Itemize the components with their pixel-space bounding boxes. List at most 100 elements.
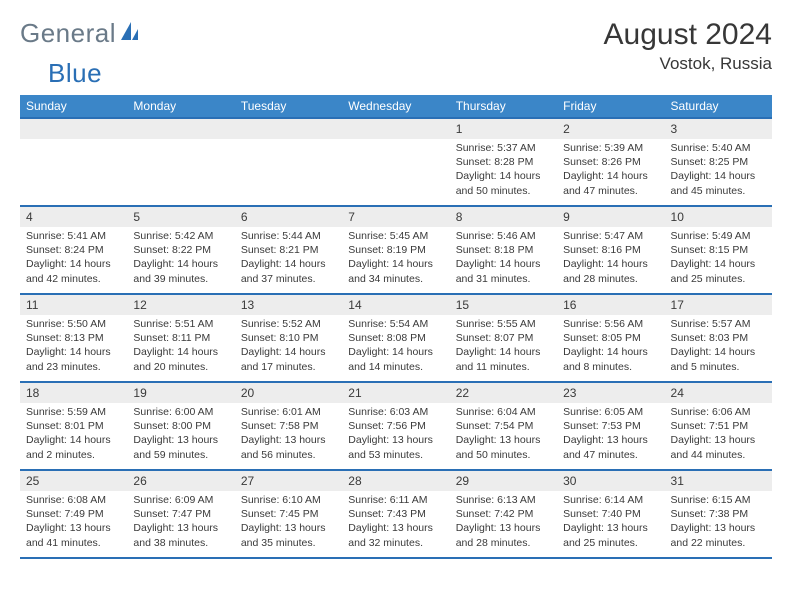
daylight-line: Daylight: 14 hours and 8 minutes. [563,345,658,373]
sunset-line: Sunset: 8:13 PM [26,331,121,345]
day-details: Sunrise: 6:05 AMSunset: 7:53 PMDaylight:… [557,403,664,466]
sunrise-line: Sunrise: 5:55 AM [456,317,551,331]
day-number: 16 [557,295,664,315]
sunset-line: Sunset: 8:16 PM [563,243,658,257]
daylight-line: Daylight: 14 hours and 50 minutes. [456,169,551,197]
calendar-table: SundayMondayTuesdayWednesdayThursdayFrid… [20,95,772,559]
daylight-line: Daylight: 14 hours and 47 minutes. [563,169,658,197]
daylight-line: Daylight: 13 hours and 28 minutes. [456,521,551,549]
sunset-line: Sunset: 8:00 PM [133,419,228,433]
sunrise-line: Sunrise: 6:05 AM [563,405,658,419]
calendar-week-row: 18Sunrise: 5:59 AMSunset: 8:01 PMDayligh… [20,382,772,470]
calendar-cell: 21Sunrise: 6:03 AMSunset: 7:56 PMDayligh… [342,382,449,470]
sunrise-line: Sunrise: 5:41 AM [26,229,121,243]
day-details: Sunrise: 5:55 AMSunset: 8:07 PMDaylight:… [450,315,557,378]
daylight-line: Daylight: 14 hours and 34 minutes. [348,257,443,285]
sunrise-line: Sunrise: 5:44 AM [241,229,336,243]
calendar-cell: 23Sunrise: 6:05 AMSunset: 7:53 PMDayligh… [557,382,664,470]
sunrise-line: Sunrise: 5:56 AM [563,317,658,331]
calendar-cell: 17Sunrise: 5:57 AMSunset: 8:03 PMDayligh… [665,294,772,382]
daylight-line: Daylight: 14 hours and 2 minutes. [26,433,121,461]
sunset-line: Sunset: 8:26 PM [563,155,658,169]
day-details: Sunrise: 6:10 AMSunset: 7:45 PMDaylight:… [235,491,342,554]
calendar-cell: 4Sunrise: 5:41 AMSunset: 8:24 PMDaylight… [20,206,127,294]
calendar-week-row: 1Sunrise: 5:37 AMSunset: 8:28 PMDaylight… [20,118,772,206]
sunrise-line: Sunrise: 6:08 AM [26,493,121,507]
location-label: Vostok, Russia [604,54,772,74]
sunrise-line: Sunrise: 5:50 AM [26,317,121,331]
day-details: Sunrise: 6:09 AMSunset: 7:47 PMDaylight:… [127,491,234,554]
brand-text-1: General [20,18,116,49]
daylight-line: Daylight: 13 hours and 44 minutes. [671,433,766,461]
daylight-line: Daylight: 14 hours and 20 minutes. [133,345,228,373]
day-number: 8 [450,207,557,227]
daylight-line: Daylight: 14 hours and 45 minutes. [671,169,766,197]
sunset-line: Sunset: 8:10 PM [241,331,336,345]
sunrise-line: Sunrise: 6:03 AM [348,405,443,419]
day-details: Sunrise: 5:56 AMSunset: 8:05 PMDaylight:… [557,315,664,378]
sunset-line: Sunset: 7:53 PM [563,419,658,433]
day-number: 30 [557,471,664,491]
weekday-header: Monday [127,95,234,118]
daylight-line: Daylight: 13 hours and 25 minutes. [563,521,658,549]
sunset-line: Sunset: 7:43 PM [348,507,443,521]
sunrise-line: Sunrise: 5:51 AM [133,317,228,331]
calendar-cell: 26Sunrise: 6:09 AMSunset: 7:47 PMDayligh… [127,470,234,558]
calendar-cell: 28Sunrise: 6:11 AMSunset: 7:43 PMDayligh… [342,470,449,558]
sunset-line: Sunset: 7:38 PM [671,507,766,521]
sunset-line: Sunset: 7:58 PM [241,419,336,433]
calendar-cell: 11Sunrise: 5:50 AMSunset: 8:13 PMDayligh… [20,294,127,382]
calendar-cell: 20Sunrise: 6:01 AMSunset: 7:58 PMDayligh… [235,382,342,470]
day-number: 13 [235,295,342,315]
day-details: Sunrise: 6:04 AMSunset: 7:54 PMDaylight:… [450,403,557,466]
calendar-cell: 18Sunrise: 5:59 AMSunset: 8:01 PMDayligh… [20,382,127,470]
day-number: 14 [342,295,449,315]
calendar-cell [342,118,449,206]
sunrise-line: Sunrise: 5:40 AM [671,141,766,155]
day-number: 12 [127,295,234,315]
calendar-cell: 25Sunrise: 6:08 AMSunset: 7:49 PMDayligh… [20,470,127,558]
daylight-line: Daylight: 14 hours and 25 minutes. [671,257,766,285]
sunrise-line: Sunrise: 5:39 AM [563,141,658,155]
weekday-header: Saturday [665,95,772,118]
day-number: 19 [127,383,234,403]
day-details: Sunrise: 5:49 AMSunset: 8:15 PMDaylight:… [665,227,772,290]
calendar-head: SundayMondayTuesdayWednesdayThursdayFrid… [20,95,772,118]
day-number-empty [235,119,342,139]
sunset-line: Sunset: 7:42 PM [456,507,551,521]
day-number: 18 [20,383,127,403]
daylight-line: Daylight: 13 hours and 41 minutes. [26,521,121,549]
daylight-line: Daylight: 13 hours and 56 minutes. [241,433,336,461]
calendar-cell: 10Sunrise: 5:49 AMSunset: 8:15 PMDayligh… [665,206,772,294]
sunrise-line: Sunrise: 5:54 AM [348,317,443,331]
day-number: 4 [20,207,127,227]
calendar-cell: 9Sunrise: 5:47 AMSunset: 8:16 PMDaylight… [557,206,664,294]
day-details: Sunrise: 5:37 AMSunset: 8:28 PMDaylight:… [450,139,557,202]
day-details: Sunrise: 5:57 AMSunset: 8:03 PMDaylight:… [665,315,772,378]
sunrise-line: Sunrise: 6:15 AM [671,493,766,507]
day-details: Sunrise: 5:45 AMSunset: 8:19 PMDaylight:… [342,227,449,290]
sunset-line: Sunset: 8:03 PM [671,331,766,345]
day-number: 31 [665,471,772,491]
sunset-line: Sunset: 8:05 PM [563,331,658,345]
calendar-cell: 19Sunrise: 6:00 AMSunset: 8:00 PMDayligh… [127,382,234,470]
day-number-empty [127,119,234,139]
weekday-header: Friday [557,95,664,118]
sunrise-line: Sunrise: 6:00 AM [133,405,228,419]
calendar-cell: 14Sunrise: 5:54 AMSunset: 8:08 PMDayligh… [342,294,449,382]
day-number: 11 [20,295,127,315]
calendar-cell: 30Sunrise: 6:14 AMSunset: 7:40 PMDayligh… [557,470,664,558]
sunset-line: Sunset: 7:54 PM [456,419,551,433]
daylight-line: Daylight: 14 hours and 31 minutes. [456,257,551,285]
calendar-cell [235,118,342,206]
daylight-line: Daylight: 13 hours and 38 minutes. [133,521,228,549]
sunrise-line: Sunrise: 6:13 AM [456,493,551,507]
calendar-cell: 15Sunrise: 5:55 AMSunset: 8:07 PMDayligh… [450,294,557,382]
day-number: 9 [557,207,664,227]
daylight-line: Daylight: 14 hours and 14 minutes. [348,345,443,373]
sunrise-line: Sunrise: 6:11 AM [348,493,443,507]
sunset-line: Sunset: 8:07 PM [456,331,551,345]
calendar-cell: 3Sunrise: 5:40 AMSunset: 8:25 PMDaylight… [665,118,772,206]
sunrise-line: Sunrise: 5:46 AM [456,229,551,243]
calendar-cell: 1Sunrise: 5:37 AMSunset: 8:28 PMDaylight… [450,118,557,206]
